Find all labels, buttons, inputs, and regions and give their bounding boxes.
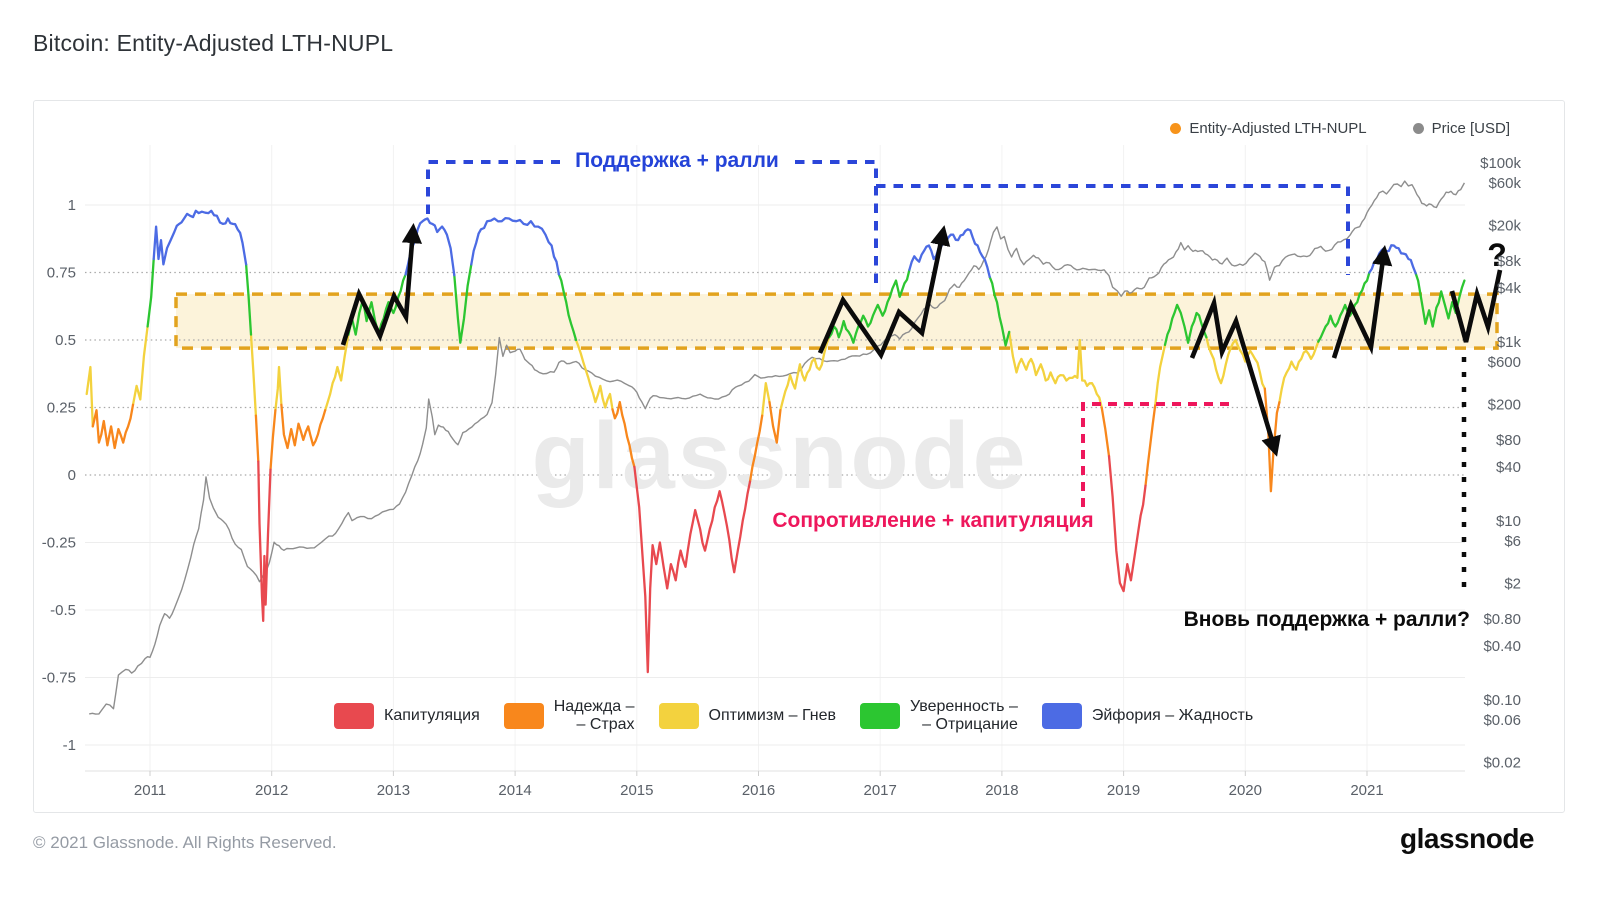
svg-text:$100k: $100k [1480, 155, 1521, 172]
svg-text:$20k: $20k [1488, 218, 1521, 235]
svg-text:2017: 2017 [864, 782, 897, 799]
footer-copyright: © 2021 Glassnode. All Rights Reserved. [33, 833, 337, 852]
svg-text:$80: $80 [1496, 432, 1521, 449]
svg-text:$8k: $8k [1497, 253, 1522, 270]
support-again-label: Вновь поддержка + ралли? [1184, 608, 1470, 631]
svg-text:-0.75: -0.75 [42, 670, 76, 687]
nupl-series [85, 209, 1466, 674]
svg-text:$60k: $60k [1488, 175, 1521, 192]
legend-swatch-icon [658, 703, 699, 730]
svg-text:-1: -1 [63, 737, 76, 754]
svg-text:0.5: 0.5 [55, 332, 76, 349]
year-gridlines [149, 145, 1368, 771]
svg-text:$6: $6 [1504, 533, 1521, 550]
svg-text:0: 0 [68, 467, 76, 484]
legend-bottom-label: Эйфория – Жадность [1091, 707, 1254, 725]
svg-text:1: 1 [68, 197, 76, 214]
price-series [89, 180, 1466, 715]
svg-text:2011: 2011 [134, 782, 166, 799]
svg-text:2021: 2021 [1350, 782, 1383, 799]
svg-text:$600: $600 [1488, 354, 1521, 371]
legend-bottom-label: Оптимизм – Гнев [708, 707, 836, 725]
chart-legend-bottom: Капитуляция Надежда – – Страх Оптимизм – Гн… [334, 698, 1253, 735]
svg-text:2015: 2015 [620, 782, 653, 799]
legend-top-label: Price [USD] [1431, 120, 1510, 137]
svg-text:2013: 2013 [377, 782, 410, 799]
legend-bottom-item-2[interactable]: Оптимизм – Гнев [658, 703, 836, 730]
svg-text:-0.25: -0.25 [42, 535, 76, 552]
svg-text:2014: 2014 [498, 782, 531, 799]
question-mark: ? [1487, 237, 1507, 273]
legend-bottom-item-0[interactable]: Капитуляция [334, 703, 480, 730]
svg-text:$0.40: $0.40 [1483, 638, 1521, 655]
legend-bottom-item-4[interactable]: Эйфория – Жадность [1041, 703, 1254, 730]
svg-text:$10: $10 [1496, 513, 1521, 530]
svg-text:2018: 2018 [985, 782, 1018, 799]
legend-swatch-icon [1041, 703, 1082, 730]
support-rally-label: Поддержка + ралли [575, 149, 779, 172]
svg-text:$4k: $4k [1497, 280, 1522, 297]
annotation-lines [426, 160, 1467, 596]
page-title: Bitcoin: Entity-Adjusted LTH-NUPL [33, 30, 394, 56]
svg-text:2020: 2020 [1229, 782, 1262, 799]
resistance-capitulation-label: Сопротивление + капитуляция [772, 509, 1093, 532]
legend-top-item-1[interactable]: Price [USD] [1412, 120, 1510, 137]
legend-bottom-label: Надежда – – Страх [553, 698, 635, 734]
chart-panel: glassnode Поддержка + ралли Сопротивление … [33, 100, 1565, 813]
svg-text:$0.80: $0.80 [1483, 611, 1521, 628]
legend-swatch-icon [334, 703, 374, 730]
svg-text:-0.5: -0.5 [50, 602, 76, 619]
svg-text:0.75: 0.75 [47, 265, 76, 282]
resistance-bracket [1081, 402, 1234, 507]
legend-top-label: Entity-Adjusted LTH-NUPL [1189, 120, 1367, 137]
axis-labels: 1 0.75 0.5 0.25 0 -0.25 -0.5 -0.75 -1 $100k $60k $2… [42, 155, 1522, 799]
svg-text:2016: 2016 [742, 782, 775, 799]
svg-text:$0.10: $0.10 [1483, 692, 1521, 709]
svg-text:2012: 2012 [255, 782, 288, 799]
svg-text:$0.06: $0.06 [1483, 712, 1521, 729]
legend-bottom-label: Капитуляция [384, 707, 480, 725]
svg-text:$1k: $1k [1497, 334, 1522, 351]
svg-text:0.25: 0.25 [47, 400, 76, 417]
legend-bottom-item-3[interactable]: Уверенность – – Отрицание [859, 698, 1018, 735]
legend-dot-icon [1412, 123, 1424, 134]
svg-text:$200: $200 [1488, 397, 1521, 414]
legend-top-item-0[interactable]: Entity-Adjusted LTH-NUPL [1170, 120, 1367, 137]
legend-dot-icon [1170, 123, 1182, 134]
highlight-band-border [174, 292, 1499, 350]
svg-text:2019: 2019 [1107, 782, 1140, 799]
legend-swatch-icon [859, 703, 900, 730]
svg-text:$0.02: $0.02 [1483, 755, 1521, 772]
chart-legend-top: Entity-Adjusted LTH-NUPL Price [USD] [1170, 120, 1510, 137]
svg-text:$40: $40 [1496, 459, 1521, 476]
legend-bottom-label: Уверенность – – Отрицание [909, 698, 1018, 734]
solid-gridlines [85, 204, 1465, 746]
svg-text:$2: $2 [1504, 576, 1521, 593]
legend-swatch-icon [503, 703, 544, 730]
legend-bottom-item-1[interactable]: Надежда – – Страх [503, 698, 635, 735]
glassnode-logo: glassnode [1400, 823, 1534, 854]
trend-arrows [340, 222, 1503, 457]
